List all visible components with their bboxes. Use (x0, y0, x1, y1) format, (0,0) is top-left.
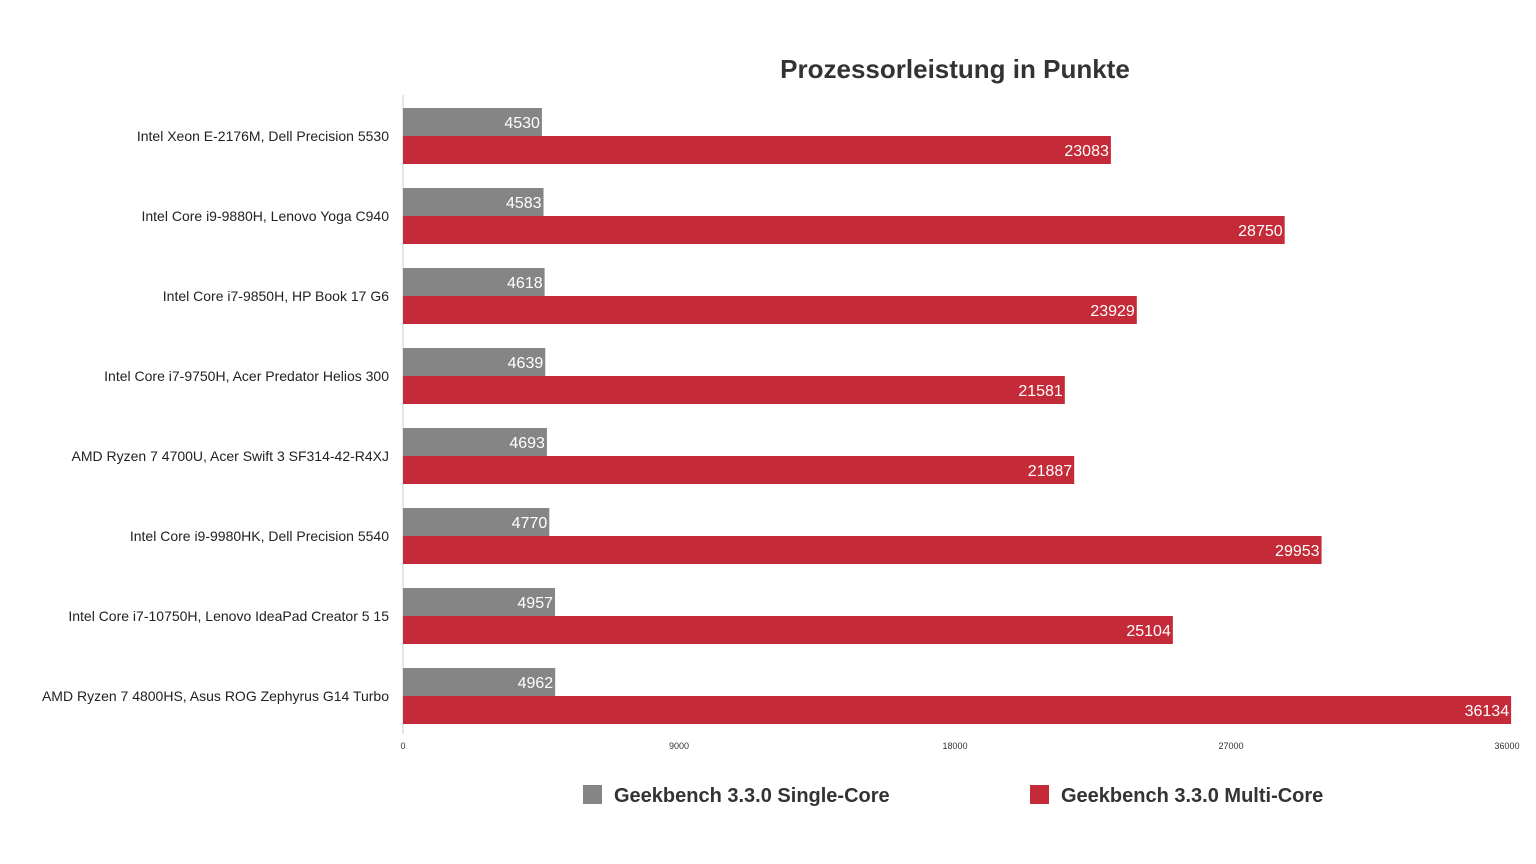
multi-core-value-label: 25104 (1126, 623, 1171, 640)
multi-core-bar (403, 616, 1173, 644)
x-tick-label: 0 (400, 741, 405, 751)
x-tick-label: 18000 (942, 741, 967, 751)
category-label: Intel Xeon E-2176M, Dell Precision 5530 (137, 128, 389, 144)
category-label: AMD Ryzen 7 4800HS, Asus ROG Zephyrus G1… (42, 688, 389, 704)
single-core-value-label: 4618 (507, 275, 543, 292)
category-label: Intel Core i7-9850H, HP Book 17 G6 (163, 288, 389, 304)
multi-core-bar (403, 456, 1075, 484)
multi-core-bar (403, 536, 1322, 564)
single-core-bar (403, 508, 550, 536)
legend-swatch (583, 785, 602, 804)
single-core-value-label: 4693 (509, 435, 545, 452)
category-label: Intel Core i9-9880H, Lenovo Yoga C940 (141, 208, 389, 224)
category-label: AMD Ryzen 7 4700U, Acer Swift 3 SF314-42… (72, 448, 389, 464)
single-core-bar (403, 348, 546, 376)
x-tick-label: 9000 (669, 741, 689, 751)
category-label: Intel Core i7-9750H, Acer Predator Helio… (104, 368, 389, 384)
single-core-value-label: 4530 (504, 115, 540, 132)
multi-core-value-label: 21887 (1028, 463, 1073, 480)
single-core-value-label: 4583 (506, 195, 542, 212)
multi-core-bar (403, 136, 1111, 164)
multi-core-bar (403, 216, 1285, 244)
single-core-bar (403, 668, 556, 696)
single-core-value-label: 4639 (508, 355, 544, 372)
legend-label: Geekbench 3.3.0 Multi-Core (1061, 785, 1323, 807)
multi-core-bar (403, 696, 1512, 724)
legend-label: Geekbench 3.3.0 Single-Core (614, 785, 890, 807)
x-tick-label: 27000 (1218, 741, 1243, 751)
single-core-bar (403, 428, 547, 456)
category-label: Intel Core i7-10750H, Lenovo IdeaPad Cre… (68, 608, 389, 624)
chart-title: Prozessorleistung in Punkte (780, 54, 1130, 84)
category-label: Intel Core i9-9980HK, Dell Precision 554… (130, 528, 389, 544)
legend-swatch (1030, 785, 1049, 804)
multi-core-value-label: 36134 (1465, 703, 1510, 720)
single-core-bar (403, 108, 542, 136)
multi-core-value-label: 23083 (1064, 143, 1109, 160)
multi-core-bar (403, 296, 1137, 324)
multi-core-bar (403, 376, 1065, 404)
multi-core-value-label: 23929 (1090, 303, 1135, 320)
single-core-value-label: 4957 (517, 595, 553, 612)
x-tick-label: 36000 (1494, 741, 1519, 751)
single-core-bar (403, 268, 545, 296)
multi-core-value-label: 21581 (1018, 383, 1063, 400)
multi-core-value-label: 29953 (1275, 543, 1320, 560)
single-core-bar (403, 588, 556, 616)
multi-core-value-label: 28750 (1238, 223, 1283, 240)
single-core-value-label: 4962 (518, 675, 554, 692)
single-core-value-label: 4770 (512, 515, 548, 532)
single-core-bar (403, 188, 544, 216)
legend: Geekbench 3.3.0 Single-Core Geekbench 3.3… (583, 785, 1323, 807)
